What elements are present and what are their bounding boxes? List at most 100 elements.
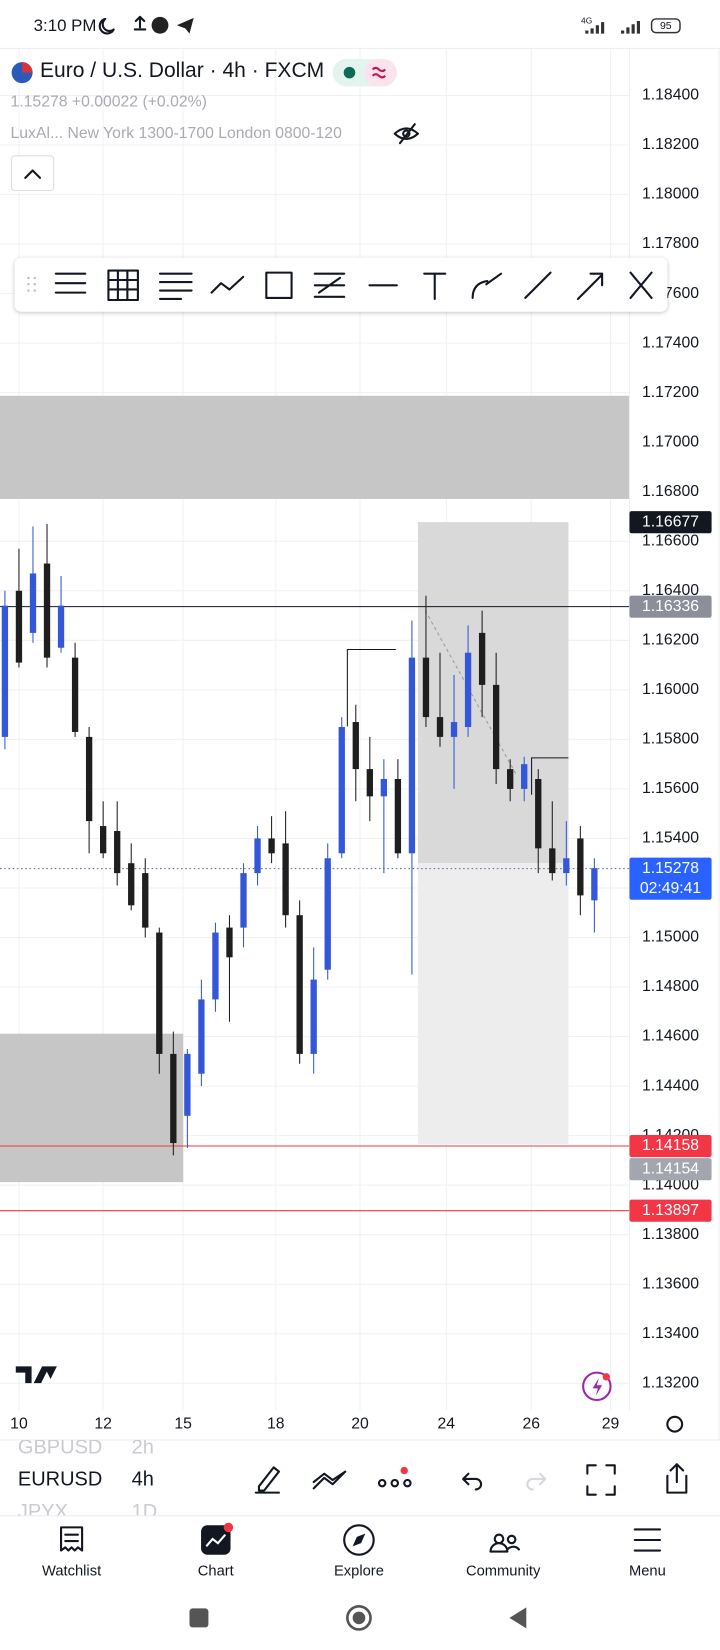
y-tick-label: 1.16400	[642, 582, 699, 599]
candle-body	[15, 590, 23, 663]
interval[interactable]: 4h	[132, 1468, 154, 1490]
close-toolbar[interactable]	[629, 271, 653, 299]
y-tick-label: 1.17000	[642, 433, 699, 450]
status-badge[interactable]	[364, 58, 397, 87]
nav-label[interactable]: Watchlist	[42, 1563, 101, 1579]
y-tick-label: 1.15000	[642, 929, 699, 946]
arrow-tool[interactable]	[576, 272, 604, 300]
candle-body	[57, 605, 65, 648]
more-button[interactable]	[378, 1478, 412, 1488]
redo-button[interactable]	[526, 1472, 547, 1491]
trend-line-tool[interactable]	[524, 271, 552, 299]
candles	[1, 523, 598, 1156]
collapse-button[interactable]	[11, 155, 55, 192]
x-tick-label: 12	[94, 1415, 112, 1432]
symbol[interactable]: EURUSD	[18, 1468, 102, 1490]
alerts-badge[interactable]	[582, 1371, 612, 1402]
brush-tool[interactable]	[471, 272, 503, 299]
delayed-icon	[371, 66, 387, 79]
nav-label[interactable]: Chart	[198, 1563, 234, 1579]
symbol[interactable]: GBPUSD	[18, 1437, 102, 1459]
x-tick-label: 18	[267, 1415, 285, 1432]
settings-icon[interactable]	[666, 1415, 684, 1433]
x-tick-label: 15	[174, 1415, 192, 1432]
community-icon[interactable]	[489, 1533, 520, 1553]
y-tick-label: 1.15800	[642, 731, 699, 748]
y-tick-label: 1.14000	[642, 1176, 699, 1193]
candle-body	[478, 632, 486, 685]
y-tick-label: 1.16000	[642, 681, 699, 698]
home-button[interactable]	[346, 1605, 372, 1631]
candle-body	[43, 563, 51, 658]
chart-dot	[223, 1522, 234, 1533]
symbol-title[interactable]: Euro / U.S. Dollar · 4h · FXCM	[40, 59, 324, 82]
menu-icon[interactable]	[633, 1528, 662, 1552]
x-tick-label: 10	[10, 1415, 28, 1432]
y-tick-label: 1.18000	[642, 186, 699, 203]
chart-icon[interactable]	[201, 1525, 231, 1555]
symbol[interactable]: JPYX	[18, 1501, 68, 1523]
draw-button[interactable]	[254, 1466, 280, 1494]
hide-icon[interactable]	[402, 129, 411, 138]
candle-body	[324, 858, 331, 970]
y-tick-label: 1.16600	[642, 532, 699, 549]
watchlist-icon[interactable]	[59, 1526, 84, 1552]
fullscreen-button[interactable]	[586, 1464, 616, 1496]
back-button[interactable]	[509, 1607, 527, 1629]
alerts-dot	[602, 1373, 610, 1381]
candle-body	[29, 573, 37, 633]
undo-button[interactable]	[462, 1472, 483, 1491]
recents-button[interactable]	[189, 1608, 209, 1628]
price-label-bg	[629, 511, 712, 534]
chart-icon[interactable]	[205, 1534, 227, 1548]
candle-body	[394, 779, 402, 854]
candle-body	[1, 605, 9, 737]
regression-tool[interactable]	[313, 272, 346, 298]
price-label: 1.16336	[642, 598, 699, 615]
battery-level: 95	[660, 20, 672, 32]
hide-icon[interactable]	[393, 123, 419, 145]
share-button[interactable]	[666, 1463, 688, 1494]
hide-icon[interactable]	[393, 123, 419, 145]
indicator[interactable]: LuxAl... New York 1300-1700 London 0800-…	[11, 125, 343, 142]
candle-body	[535, 779, 542, 849]
nav-label[interactable]: Explore	[334, 1563, 384, 1579]
path-tool[interactable]	[210, 275, 245, 294]
text-tool[interactable]	[423, 272, 447, 300]
telegram-icon	[176, 17, 194, 34]
price-label: 1.13897	[642, 1202, 699, 1219]
nav-label[interactable]: Community	[466, 1563, 541, 1579]
upload-icon	[133, 15, 147, 31]
lines-tool[interactable]	[158, 272, 193, 300]
explore-icon[interactable]	[343, 1524, 375, 1556]
grid-tool[interactable]	[107, 269, 139, 302]
system-nav	[189, 1605, 527, 1631]
indicators-button[interactable]	[312, 1470, 347, 1490]
candle-body	[198, 999, 205, 1074]
explore-icon[interactable]	[352, 1533, 366, 1547]
symbol-flag	[22, 62, 33, 73]
home-button[interactable]	[352, 1611, 366, 1625]
y-tick-label: 1.18400	[642, 87, 699, 104]
fib-tool[interactable]	[54, 272, 87, 294]
candle-body	[170, 1053, 177, 1144]
candle-body	[436, 717, 444, 737]
y-tick-label: 1.17200	[642, 384, 699, 401]
alerts-icon[interactable]	[592, 1377, 603, 1396]
more-dot	[400, 1466, 408, 1475]
moon-icon	[98, 17, 115, 35]
candle-body	[450, 722, 458, 737]
price-label-bg	[629, 1134, 712, 1158]
candle-body	[507, 769, 514, 789]
interval[interactable]: 1D	[132, 1501, 158, 1523]
collapse-icon[interactable]	[24, 169, 42, 179]
rectangle-tool[interactable]	[265, 271, 293, 299]
drag-handle[interactable]	[27, 276, 36, 292]
price-lines	[0, 606, 630, 1212]
interval[interactable]: 2h	[132, 1437, 154, 1459]
x-tick-label: 29	[602, 1415, 620, 1432]
nav-label[interactable]: Menu	[629, 1563, 666, 1579]
candle-body	[521, 764, 528, 789]
